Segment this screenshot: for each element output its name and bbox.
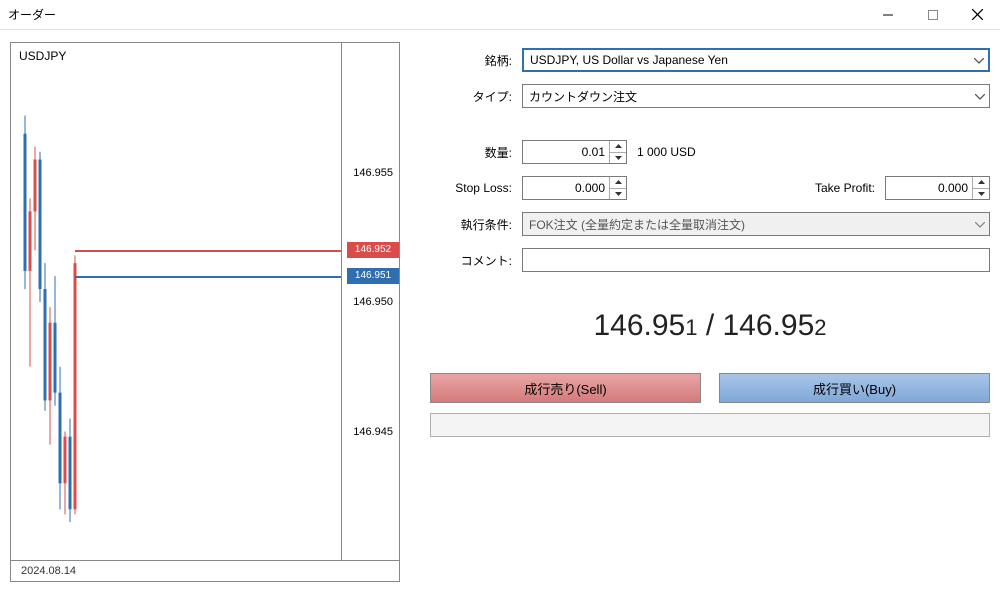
label-volume: 数量: (430, 144, 522, 161)
volume-down[interactable] (610, 153, 626, 164)
tp-up[interactable] (973, 177, 989, 189)
fill-value: FOK注文 (全量約定または全量取消注文) (529, 216, 745, 233)
type-value: カウントダウン注文 (529, 88, 637, 105)
titlebar: オーダー (0, 0, 1000, 30)
label-tp: Take Profit: (815, 181, 885, 195)
content: USDJPY 146.955146.950146.945146.952146.9… (0, 30, 1000, 600)
label-type: タイプ: (430, 88, 522, 105)
close-button[interactable] (955, 0, 1000, 30)
sl-up[interactable] (610, 177, 626, 189)
ytick: 146.955 (353, 167, 393, 179)
price-tag: 146.952 (347, 242, 399, 258)
volume-field[interactable] (523, 141, 609, 163)
tp-field[interactable] (886, 177, 972, 199)
chart-yaxis: 146.955 146.950 146.945 146.952 146.951 (341, 43, 399, 561)
ytick: 146.950 (353, 296, 393, 308)
label-sl: Stop Loss: (430, 181, 522, 195)
symbol-value: USDJPY, US Dollar vs Japanese Yen (530, 53, 728, 67)
label-fill: 執行条件: (430, 216, 522, 233)
volume-input[interactable] (522, 140, 627, 164)
comment-input[interactable] (522, 248, 990, 272)
sl-input[interactable] (522, 176, 627, 200)
fill-select[interactable]: FOK注文 (全量約定または全量取消注文) (522, 212, 990, 236)
sl-field[interactable] (523, 177, 609, 199)
chevron-down-icon (975, 217, 985, 231)
order-form: 銘柄: USDJPY, US Dollar vs Japanese Yen タイ… (430, 42, 990, 590)
ytick: 146.945 (353, 426, 393, 438)
price-tag: 146.951 (347, 268, 399, 284)
label-comment: コメント: (430, 252, 522, 269)
volume-notional: 1 000 USD (637, 145, 696, 159)
window-title: オーダー (8, 6, 865, 23)
price-line (75, 250, 341, 252)
chevron-down-icon (974, 53, 984, 67)
status-bar (430, 413, 990, 437)
ask-main: 146.95 (723, 309, 815, 342)
sl-down[interactable] (610, 189, 626, 200)
ask-last: 2 (814, 315, 826, 340)
bid-ask-display: 146.951 / 146.952 (430, 309, 990, 343)
symbol-select[interactable]: USDJPY, US Dollar vs Japanese Yen (522, 48, 990, 72)
bid-main: 146.95 (593, 309, 685, 342)
price-line (75, 276, 341, 278)
tp-down[interactable] (973, 189, 989, 200)
minimize-button[interactable] (865, 0, 910, 30)
label-symbol: 銘柄: (430, 52, 522, 69)
tick-chart: USDJPY 146.955146.950146.945146.952146.9… (10, 42, 400, 582)
volume-up[interactable] (610, 141, 626, 153)
chart-xaxis (11, 560, 399, 561)
order-window: オーダー USDJPY 146.955146.950146.945146.952… (0, 0, 1000, 600)
bid-last: 1 (685, 315, 697, 340)
chart-date: 2024.08.14 (21, 565, 76, 577)
maximize-button[interactable] (910, 0, 955, 30)
sell-button[interactable]: 成行売り(Sell) (430, 373, 701, 403)
price-sep: / (697, 309, 722, 342)
tp-input[interactable] (885, 176, 990, 200)
chevron-down-icon (975, 89, 985, 103)
type-select[interactable]: カウントダウン注文 (522, 84, 990, 108)
buy-button[interactable]: 成行買い(Buy) (719, 373, 990, 403)
chart-plot (11, 43, 341, 561)
